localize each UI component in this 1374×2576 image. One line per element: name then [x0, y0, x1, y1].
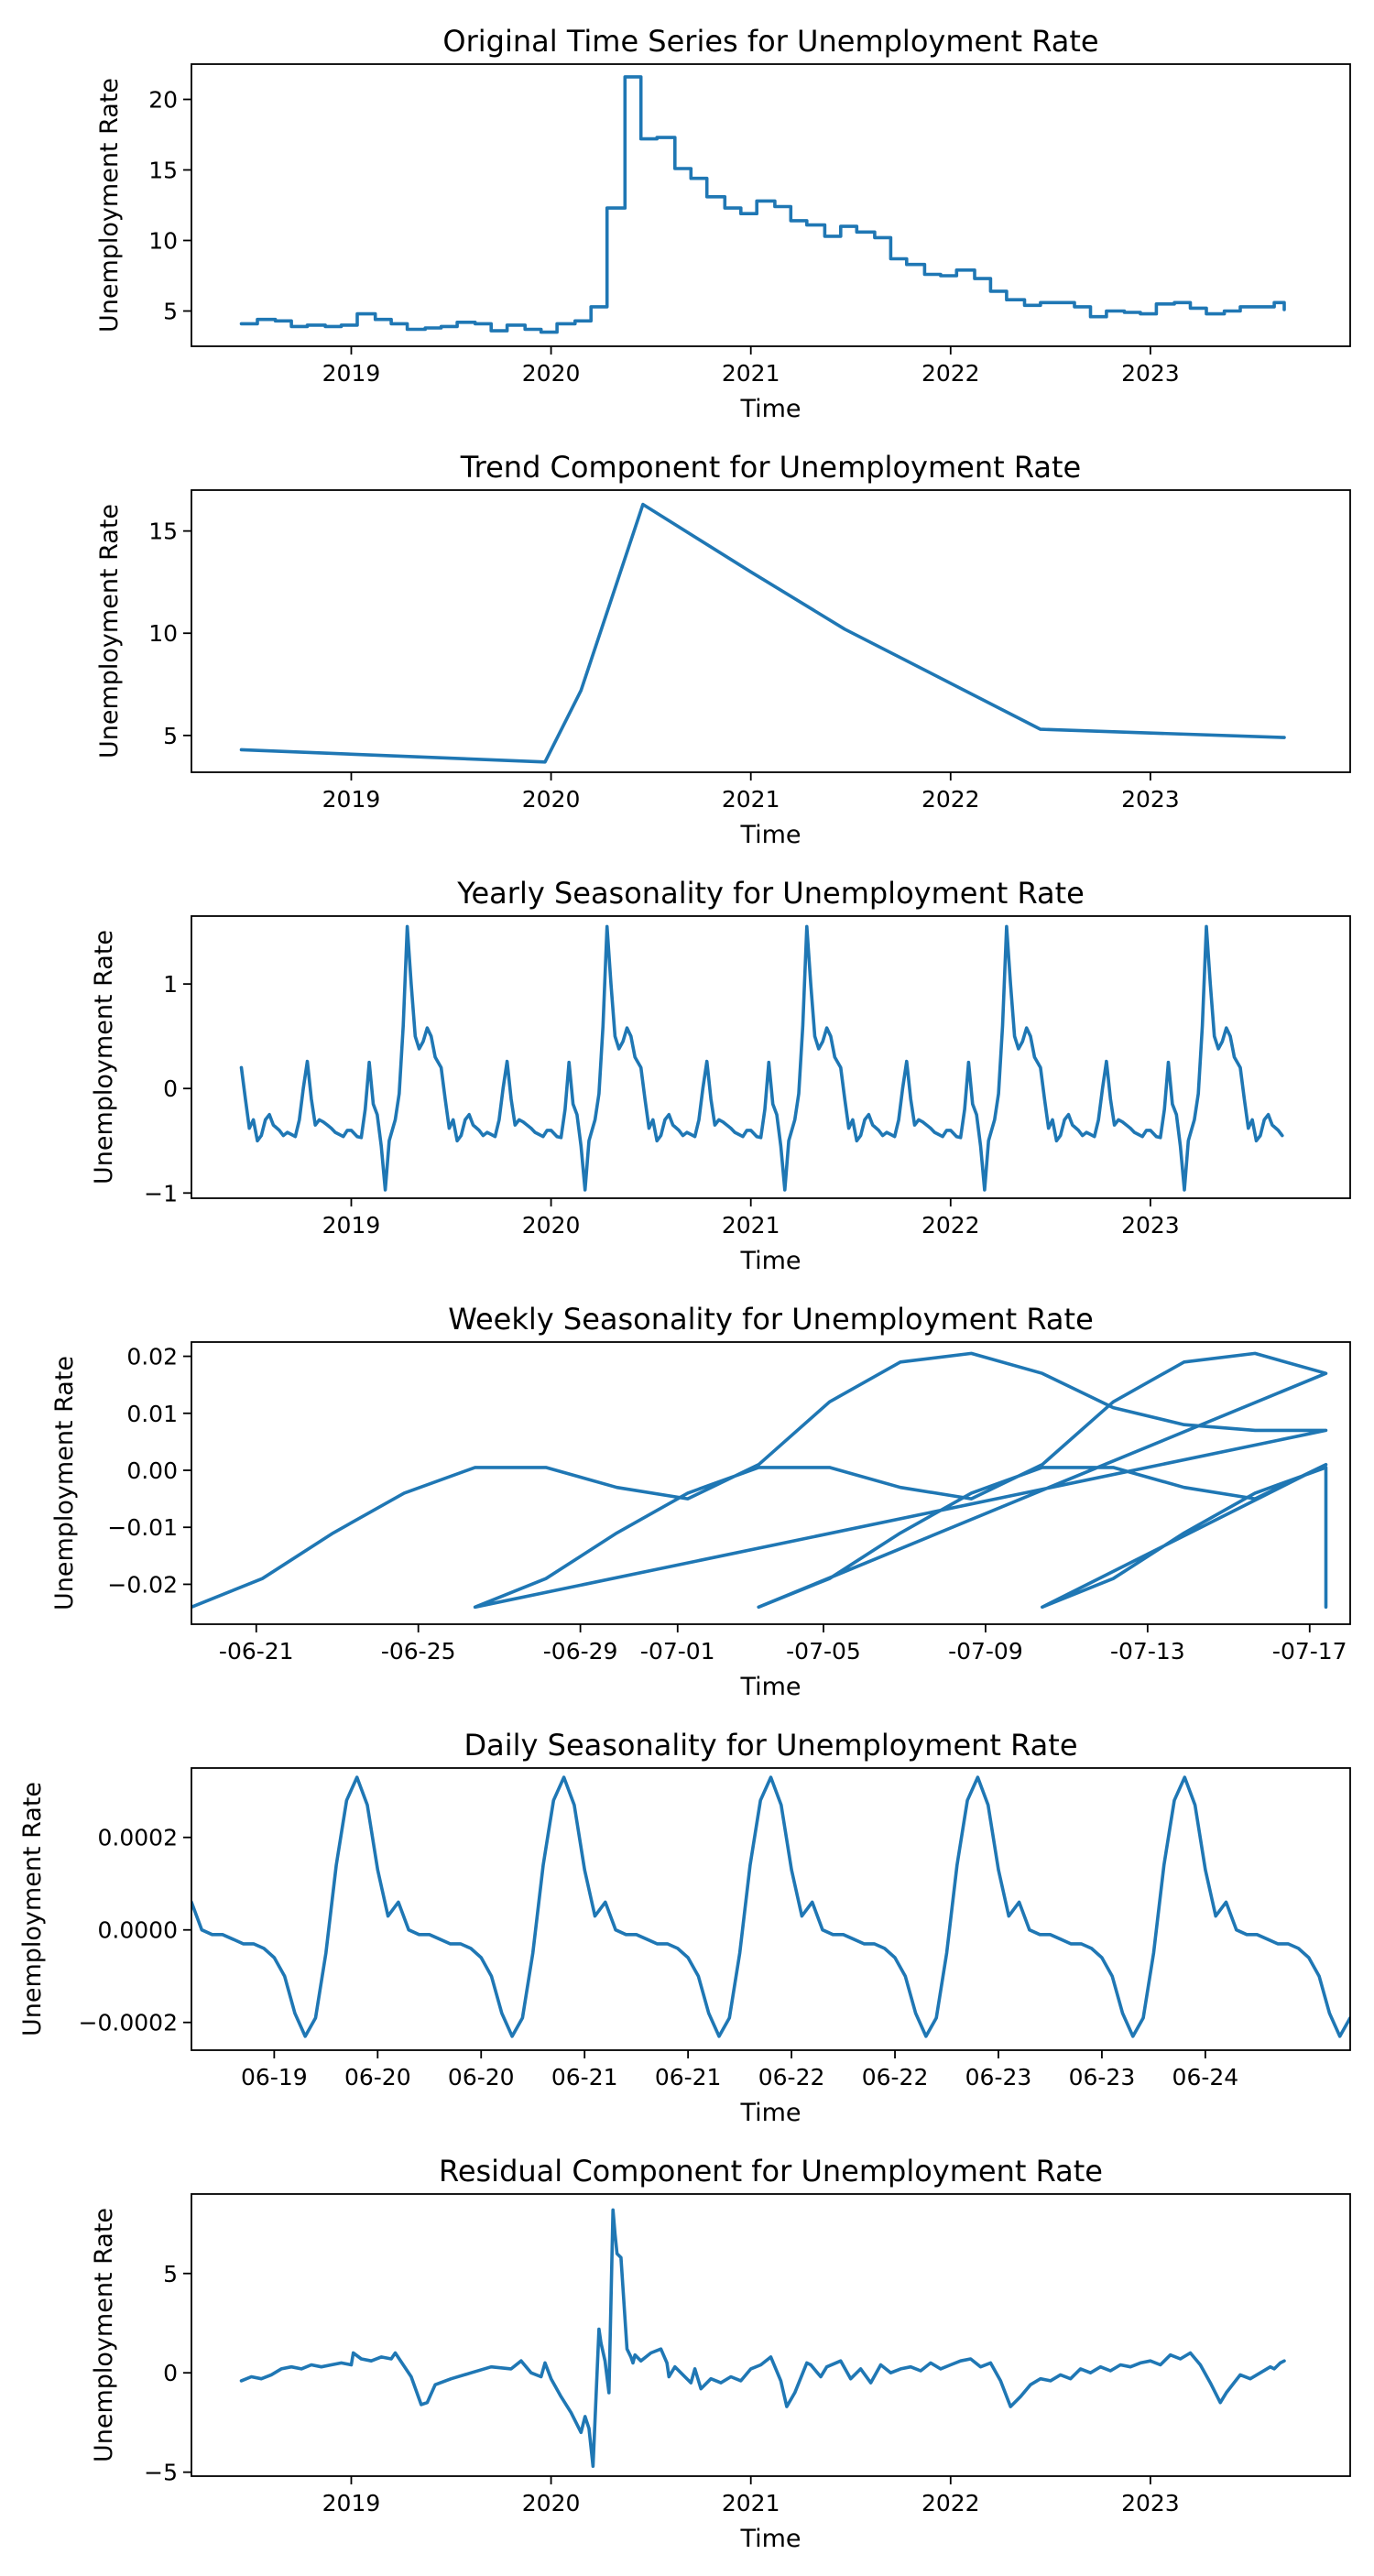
trend-y-tick-label: 10	[148, 620, 178, 647]
trend-y-tick-label: 15	[148, 518, 178, 545]
original-y-tick-label: 15	[148, 158, 178, 184]
original-y-tick-label: 5	[163, 299, 178, 325]
daily-x-tick-label: 06-21	[655, 2064, 722, 2090]
weekly-y-tick-label: 0.02	[126, 1344, 178, 1370]
weekly-x-tick-label: -06-21	[219, 1638, 294, 1665]
trend-x-tick-label: 2022	[921, 786, 980, 813]
weekly-y-tick-label: 0.00	[126, 1457, 178, 1484]
chart-yearly: 2019 2020 2021 2022 2023 −1 0 1 Yearly Seasonali…	[90, 876, 1350, 1275]
daily-y-tick-label: 0.0000	[98, 1917, 178, 1944]
trend-x-tick-label: 2019	[322, 786, 381, 813]
daily-y-tick-label: −0.0002	[79, 2010, 178, 2036]
weekly-x-tick-label: -06-25	[381, 1638, 456, 1665]
original-x-tick-label: 2023	[1121, 360, 1180, 387]
residual-x-label: Time	[739, 2525, 801, 2553]
residual-y-label: Unemployment Rate	[90, 2208, 118, 2462]
yearly-series-line	[242, 926, 1282, 1190]
weekly-title: Weekly Seasonality for Unemployment Rate	[448, 1302, 1094, 1337]
daily-x-tick-label: 06-20	[448, 2064, 515, 2090]
yearly-title: Yearly Seasonality for Unemployment Rate	[456, 876, 1085, 911]
residual-x-tick-label: 2019	[322, 2490, 381, 2516]
yearly-y-label: Unemployment Rate	[90, 930, 118, 1184]
daily-x-tick-label: 06-23	[1069, 2064, 1136, 2090]
weekly-x-tick-label: -06-29	[543, 1638, 618, 1665]
weekly-y-label: Unemployment Rate	[50, 1356, 79, 1610]
residual-title: Residual Component for Unemployment Rate	[439, 2154, 1103, 2189]
original-x-tick-label: 2021	[722, 360, 780, 387]
chart-residual: 2019 2020 2021 2022 2023 −5 0 5 Residual Compone…	[90, 2154, 1350, 2553]
daily-axes-frame	[191, 1768, 1350, 2050]
residual-x-tick-label: 2020	[522, 2490, 581, 2516]
weekly-x-tick-label: -07-09	[948, 1638, 1023, 1665]
weekly-y-tick-label: −0.01	[107, 1514, 178, 1541]
weekly-y-tick-label: 0.01	[126, 1401, 178, 1427]
yearly-axes-frame	[191, 916, 1350, 1198]
daily-y-tick-label: 0.0002	[98, 1825, 178, 1851]
daily-x-tick-label: 06-20	[344, 2064, 411, 2090]
weekly-x-tick-label: -07-05	[786, 1638, 861, 1665]
trend-x-tick-label: 2021	[722, 786, 780, 813]
daily-y-label: Unemployment Rate	[18, 1782, 47, 2036]
residual-y-tick-label: 0	[163, 2360, 178, 2386]
yearly-x-tick-label: 2019	[322, 1212, 381, 1239]
original-x-tick-label: 2020	[522, 360, 581, 387]
weekly-y-tick-label: −0.02	[107, 1571, 178, 1598]
trend-x-tick-label: 2020	[522, 786, 581, 813]
original-x-tick-label: 2022	[921, 360, 980, 387]
daily-x-tick-label: 06-19	[241, 2064, 308, 2090]
weekly-x-tick-label: -07-01	[640, 1638, 715, 1665]
daily-x-tick-label: 06-21	[551, 2064, 618, 2090]
chart-trend: 2019 2020 2021 2022 2023 5 10 15 Trend Component…	[95, 450, 1350, 849]
yearly-x-tick-label: 2021	[722, 1212, 780, 1239]
weekly-series-line	[191, 1353, 1326, 1607]
original-y-tick-label: 20	[148, 87, 178, 114]
weekly-x-tick-label: -07-13	[1110, 1638, 1185, 1665]
yearly-x-tick-label: 2022	[921, 1212, 980, 1239]
yearly-x-label: Time	[739, 1247, 801, 1275]
daily-series-line	[191, 1777, 1350, 2036]
residual-x-tick-label: 2023	[1121, 2490, 1180, 2516]
daily-x-tick-label: 06-23	[965, 2064, 1032, 2090]
trend-x-tick-label: 2023	[1121, 786, 1180, 813]
original-y-tick-label: 10	[148, 228, 178, 255]
chart-daily: 06-19 06-20 06-20 06-21 06-21 06-22 06-22 06-23…	[18, 1728, 1350, 2127]
trend-y-label: Unemployment Rate	[95, 504, 124, 759]
yearly-y-tick-label: −1	[144, 1180, 178, 1206]
chart-weekly: -06-21 -06-25 -06-29 -07-01 -07-05 -07-09 -07-…	[50, 1302, 1350, 1701]
yearly-x-tick-label: 2020	[522, 1212, 581, 1239]
original-title: Original Time Series for Unemployment Ra…	[442, 24, 1098, 59]
original-x-tick-label: 2019	[322, 360, 381, 387]
weekly-x-tick-label: -07-17	[1272, 1638, 1347, 1665]
original-x-label: Time	[739, 395, 801, 423]
trend-axes-frame	[191, 490, 1350, 772]
trend-x-label: Time	[739, 821, 801, 849]
residual-x-tick-label: 2022	[921, 2490, 980, 2516]
residual-y-tick-label: −5	[144, 2460, 178, 2486]
daily-x-label: Time	[739, 2099, 801, 2127]
residual-axes-frame	[191, 2194, 1350, 2476]
residual-y-tick-label: 5	[163, 2261, 178, 2287]
trend-series-line	[242, 505, 1285, 762]
residual-x-tick-label: 2021	[722, 2490, 780, 2516]
weekly-axes-frame	[191, 1342, 1350, 1624]
residual-series-line	[242, 2210, 1285, 2466]
daily-x-tick-label: 06-22	[758, 2064, 825, 2090]
daily-title: Daily Seasonality for Unemployment Rate	[463, 1728, 1077, 1763]
yearly-x-tick-label: 2023	[1121, 1212, 1180, 1239]
trend-title: Trend Component for Unemployment Rate	[460, 450, 1081, 485]
yearly-y-tick-label: 1	[163, 971, 178, 998]
weekly-x-label: Time	[739, 1673, 801, 1701]
yearly-y-tick-label: 0	[163, 1075, 178, 1102]
daily-x-tick-label: 06-24	[1172, 2064, 1239, 2090]
trend-y-tick-label: 5	[163, 723, 178, 749]
original-series-line	[242, 77, 1285, 333]
original-y-label: Unemployment Rate	[95, 78, 124, 333]
chart-original: 2019 2020 2021 2022 2023 5 10 15 20 Original Time…	[95, 24, 1350, 423]
daily-x-tick-label: 06-22	[862, 2064, 929, 2090]
